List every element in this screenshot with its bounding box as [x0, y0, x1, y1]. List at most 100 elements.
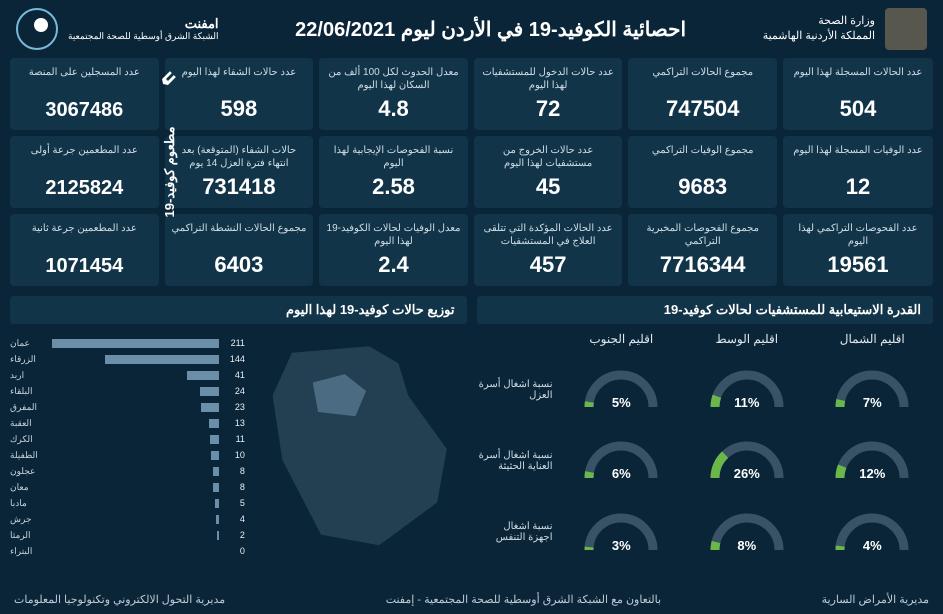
bar-label: الطفيلة — [10, 450, 48, 461]
stat-card: حالات الشفاء (المتوقعة) بعد انتهاء فترة … — [165, 136, 314, 208]
stat-card: مجموع الحالات التراكمي747504 — [628, 58, 777, 130]
bar-label: عجلون — [10, 466, 48, 477]
bar-track — [52, 339, 219, 348]
ministry-line1: وزارة الصحة — [763, 14, 875, 29]
bar-track — [52, 371, 219, 380]
globe-icon — [16, 8, 58, 50]
footer-center: بالتعاون مع الشبكة الشرق أوسطية للصحة ال… — [386, 593, 661, 606]
bar-track — [52, 419, 219, 428]
vaccine-card: عدد المطعمين جرعة أولى2125824 — [10, 136, 159, 208]
gauge: 6% — [581, 438, 661, 483]
gauge-value: 3% — [581, 538, 661, 553]
footer: مديرية الأمراض السارية بالتعاون مع الشبك… — [0, 589, 943, 610]
gauge-value: 6% — [581, 466, 661, 481]
bar-value: 211 — [223, 338, 245, 348]
region-header: اقليم الشمال — [812, 332, 934, 352]
bar-value: 24 — [223, 386, 245, 396]
org-text: امفنت الشبكة الشرق أوسطية للصحة المجتمعي… — [68, 16, 219, 42]
bar-value: 5 — [223, 498, 245, 508]
gauge-cell: 5% — [561, 356, 683, 423]
bar-track — [52, 483, 219, 492]
stat-value: 457 — [480, 252, 617, 278]
bar-label: المفرق — [10, 402, 48, 413]
stat-card: مجموع الحالات النشطة التراكمي6403 — [165, 214, 314, 286]
bar-track — [52, 515, 219, 524]
distribution-title: توزيع حالات كوفيد-19 لهذا اليوم — [10, 296, 467, 324]
stat-value: 45 — [480, 174, 617, 200]
stats-column: مجموع الحالات التراكمي747504 مجموع الوفيا… — [628, 58, 777, 286]
stats-grid: عدد الحالات المسجلة لهذا اليوم504عدد الو… — [0, 58, 943, 286]
stat-label: عدد الفحوصات التراكمي لهذا اليوم — [789, 222, 927, 248]
gauge-cell: 8% — [686, 499, 808, 566]
bar-value: 144 — [223, 354, 245, 364]
ministry-block: وزارة الصحة المملكة الأردنية الهاشمية — [763, 8, 927, 50]
gauge-cell: 12% — [812, 427, 934, 494]
bar-fill — [217, 531, 219, 540]
bar-row: 13 العقبة — [10, 416, 245, 430]
bar-track — [52, 547, 219, 556]
stat-label: عدد حالات الدخول للمستشفيات لهذا اليوم — [480, 66, 617, 92]
bar-value: 41 — [223, 370, 245, 380]
bar-label: البتراء — [10, 546, 48, 557]
bar-row: 23 المفرق — [10, 400, 245, 414]
capacity-title: القدرة الاستيعابية للمستشفيات لحالات كوف… — [477, 296, 934, 324]
bar-row: 211 عمان — [10, 336, 245, 350]
bar-fill — [209, 419, 219, 428]
distribution-content: 211 عمان 144 الزرقاء 41 اربد 24 البلقاء … — [10, 332, 467, 566]
bar-label: جرش — [10, 514, 48, 525]
bar-row: 2 الرمثا — [10, 528, 245, 542]
gauge: 7% — [832, 367, 912, 412]
gauge-cell: 7% — [812, 356, 934, 423]
stat-label: عدد المطعمين جرعة ثانية — [16, 222, 153, 235]
bar-label: معان — [10, 482, 48, 493]
stat-card: عدد حالات الشفاء لهذا اليوم598 — [165, 58, 314, 130]
bar-row: 8 عجلون — [10, 464, 245, 478]
map-outline — [263, 342, 457, 556]
stat-value: 4.8 — [325, 96, 462, 122]
distribution-panel: توزيع حالات كوفيد-19 لهذا اليوم 211 عمان… — [10, 296, 467, 566]
stat-value: 19561 — [789, 252, 927, 278]
bar-chart: 211 عمان 144 الزرقاء 41 اربد 24 البلقاء … — [10, 332, 245, 566]
bar-track — [52, 451, 219, 460]
stat-value: 504 — [789, 96, 927, 122]
gauge-value: 7% — [832, 395, 912, 410]
bar-row: 5 مادبا — [10, 496, 245, 510]
stat-card: عدد حالات الخروج من مستشفيات لهذا اليوم 4… — [474, 136, 623, 208]
header: وزارة الصحة المملكة الأردنية الهاشمية اح… — [0, 0, 943, 58]
bar-fill — [215, 499, 219, 508]
bar-track — [52, 435, 219, 444]
page-title: احصائية الكوفيد-19 في الأردن ليوم 22/06/… — [219, 17, 763, 42]
stat-value: 9683 — [634, 174, 771, 200]
gauge: 12% — [832, 438, 912, 483]
bar-row: 24 البلقاء — [10, 384, 245, 398]
stat-label: عدد حالات الخروج من مستشفيات لهذا اليوم — [480, 144, 617, 170]
stat-label: مجموع الوفيات التراكمي — [634, 144, 771, 157]
stat-label: معدل الحدوث لكل 100 ألف من السكان لهذا ا… — [325, 66, 462, 92]
bar-label: عمان — [10, 338, 48, 349]
vaccine-card: عدد المسجلين على المنصة3067486 — [10, 58, 159, 130]
vaccine-section-label: مطعوم كوفيد-19 — [162, 127, 177, 218]
stats-column: عدد حالات الشفاء لهذا اليوم598حالات الشف… — [165, 58, 314, 286]
bar-track — [52, 403, 219, 412]
stats-column: عدد الحالات المسجلة لهذا اليوم504عدد الو… — [783, 58, 933, 286]
bar-fill — [52, 339, 219, 348]
bar-row: 4 جرش — [10, 512, 245, 526]
stats-column: معدل الحدوث لكل 100 ألف من السكان لهذا ا… — [319, 58, 468, 286]
stat-label: مجموع الحالات النشطة التراكمي — [171, 222, 308, 235]
bar-track — [52, 387, 219, 396]
gauge: 8% — [707, 510, 787, 555]
gauge: 4% — [832, 510, 912, 555]
gauge: 11% — [707, 367, 787, 412]
bar-row: 0 البتراء — [10, 544, 245, 558]
gauge-value: 4% — [832, 538, 912, 553]
gauge-value: 8% — [707, 538, 787, 553]
gauge-value: 12% — [832, 466, 912, 481]
bar-value: 13 — [223, 418, 245, 428]
bar-row: 10 الطفيلة — [10, 448, 245, 462]
bar-value: 8 — [223, 482, 245, 492]
stat-label: عدد حالات الشفاء لهذا اليوم — [171, 66, 308, 79]
stat-label: نسبة الفحوصات الإيجابية لهذا اليوم — [325, 144, 462, 170]
region-header: اقليم الوسط — [686, 332, 808, 352]
stat-label: مجموع الفحوصات المخبرية التراكمي — [634, 222, 771, 248]
org-name: امفنت — [68, 16, 219, 32]
